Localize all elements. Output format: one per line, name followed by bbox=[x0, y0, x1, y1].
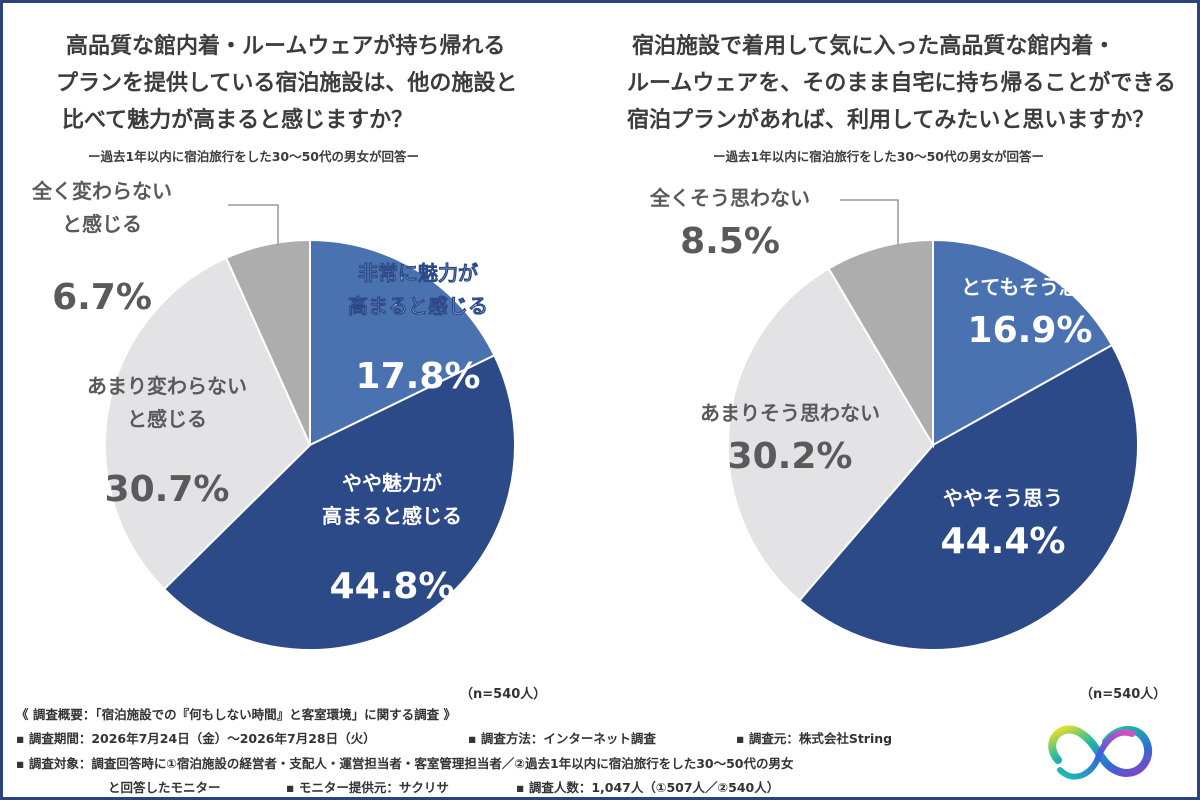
left-slice-1-label: 高まると感じる bbox=[348, 294, 488, 318]
left-slice-3-label: あまり変わらない bbox=[87, 374, 247, 398]
survey-source: ▪ 調査元：株式会社String bbox=[736, 731, 893, 746]
survey-summary: 《 調査概要：「宿泊施設での『何もしない時間』と客室環境」に関する調査 》 bbox=[16, 707, 456, 722]
left-pie-slice-2 bbox=[162, 354, 516, 651]
left-chart-title-line-2: プランを提供している宿泊施設は、他の施設と bbox=[56, 71, 518, 96]
left-leader-line bbox=[228, 204, 279, 246]
left-slice-3-label: と感じる bbox=[127, 407, 207, 431]
survey-method: ▪ 調査方法：インターネット調査 bbox=[468, 731, 656, 746]
right-leader-line bbox=[840, 199, 899, 246]
right-pie-chart: とてもそう思う 16.9% ややそう思う 44.4% あまりそう思わない 30.2% 全くそ… bbox=[649, 186, 1139, 651]
right-slice-2-label: ややそう思う bbox=[943, 486, 1063, 510]
right-slice-2-percent: 44.4% bbox=[941, 521, 1066, 562]
right-slice-4-label: 全くそう思わない bbox=[649, 186, 810, 210]
right-slice-3-label: あまりそう思わない bbox=[700, 401, 880, 425]
left-slice-2-label: 高まると感じる bbox=[322, 504, 462, 528]
left-pie-slice-3 bbox=[104, 256, 312, 591]
left-slice-4-percent: 6.7% bbox=[52, 277, 152, 318]
left-pie-slice-1 bbox=[309, 238, 496, 447]
right-pie-slice-2 bbox=[797, 343, 1139, 651]
survey-monitor-provider: ▪ モニター提供元：サクリサ bbox=[286, 780, 449, 795]
left-chart-subtitle: ー過去1年以内に宿泊旅行をした30〜50代の男女が回答ー bbox=[88, 149, 419, 164]
right-chart-subtitle: ー過去1年以内に宿泊旅行をした30〜50代の男女が回答ー bbox=[713, 149, 1044, 164]
left-pie-slice-4 bbox=[224, 238, 311, 446]
left-chart-title-line-1: 高品質な館内着・ルームウェアが持ち帰れる bbox=[66, 34, 506, 59]
survey-target-continued: と回答したモニター bbox=[108, 780, 221, 795]
right-pie-slice-3 bbox=[727, 267, 935, 602]
survey-period: ▪ 調査期間：2026年7月24日（金）〜2026年7月28日（火） bbox=[16, 731, 376, 746]
left-slice-4-label: 全く変わらない bbox=[31, 179, 172, 203]
right-slice-3-percent: 30.2% bbox=[728, 436, 853, 477]
left-slice-2-percent: 44.8% bbox=[330, 566, 455, 607]
right-slice-1-percent: 16.9% bbox=[968, 310, 1093, 351]
left-slice-1-label: 非常に魅力が bbox=[358, 261, 478, 285]
right-chart-title-line-1: 宿泊施設で着用して気に入った高品質な館内着・ bbox=[632, 34, 1116, 59]
right-slice-4-percent: 8.5% bbox=[680, 221, 780, 262]
right-slice-1-label: とてもそう思う bbox=[961, 275, 1099, 299]
left-chart-sample-size: （n=540人） bbox=[460, 687, 547, 702]
left-slice-2-label: やや魅力が bbox=[342, 471, 442, 495]
left-slice-1-percent: 17.8% bbox=[356, 356, 481, 397]
right-pie-slice-4 bbox=[827, 238, 934, 449]
infinity-logo-icon bbox=[1048, 725, 1153, 780]
left-pie-chart: 非常に魅力が高まると感じる17.8%やや魅力が高まると感じる44.8%あまり変わ… bbox=[31, 179, 516, 651]
survey-target: ▪ 調査対象：調査回答時に①宿泊施設の経営者・支配人・運営担当者・客室管理担当者… bbox=[16, 756, 794, 771]
left-slice-3-percent: 30.7% bbox=[105, 469, 230, 510]
survey-respondent-count: ▪ 調査人数：1,047人（①507人／②540人） bbox=[516, 780, 780, 795]
left-chart-title-line-3: 比べて魅力が高まると感じますか？ bbox=[62, 108, 414, 133]
left-slice-4-label: と感じる bbox=[62, 212, 142, 236]
right-pie-slice-1 bbox=[932, 238, 1114, 447]
right-chart-title-line-3: 宿泊プランがあれば、利用してみたいと思いますか？ bbox=[627, 108, 1155, 133]
right-chart-title-line-2: ルームウェアを、そのまま自宅に持ち帰ることができる bbox=[627, 71, 1176, 96]
right-chart-sample-size: （n=540人） bbox=[1080, 687, 1167, 702]
